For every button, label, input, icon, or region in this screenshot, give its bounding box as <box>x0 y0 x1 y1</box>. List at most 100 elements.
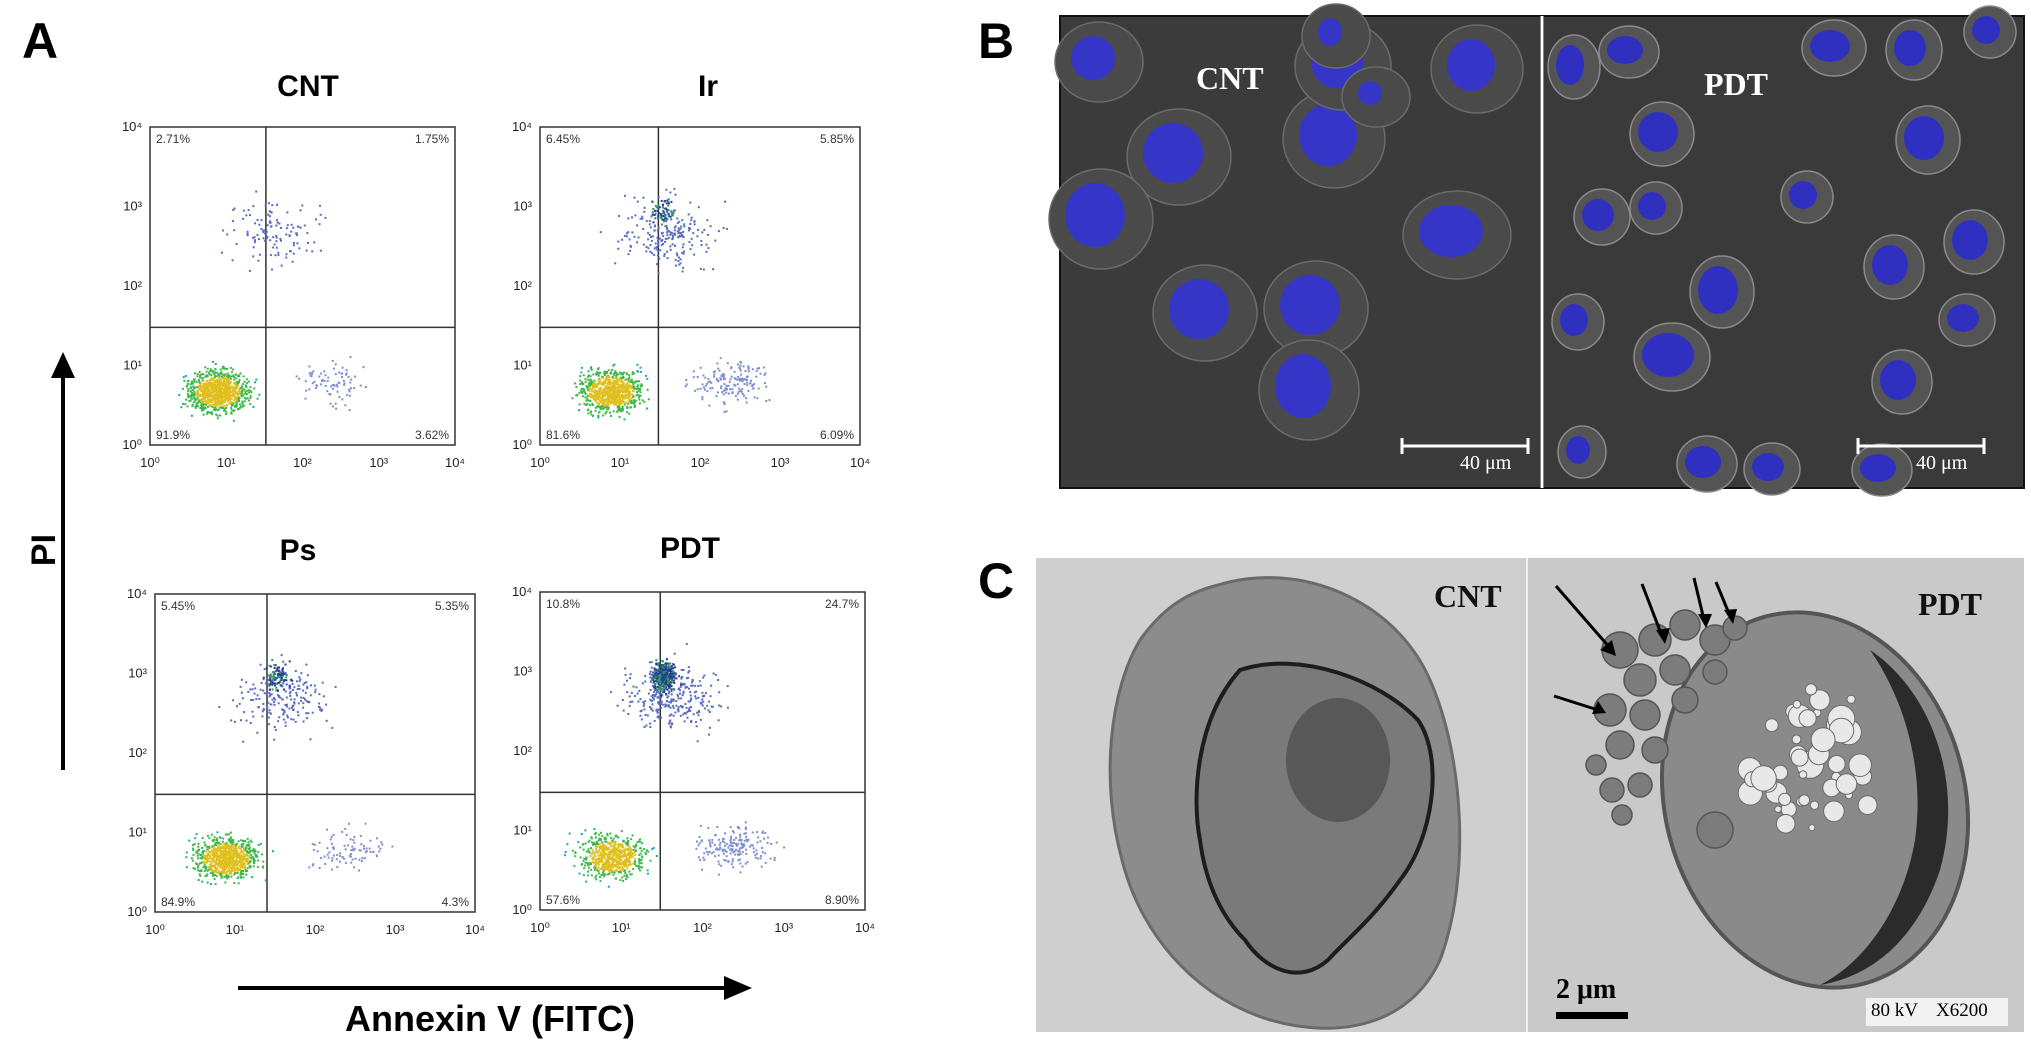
cell-nucleus <box>1638 112 1678 152</box>
em-label-cnt: CNT <box>1434 578 1502 614</box>
plot-title-ps: Ps <box>279 534 317 567</box>
y-tick-label: 10² <box>128 745 147 760</box>
y-tick-label: 10³ <box>128 666 147 681</box>
y-tick-label: 10⁴ <box>512 584 532 599</box>
micrograph-right <box>1542 15 2025 489</box>
y-tick-label: 10³ <box>513 664 532 679</box>
event-dots <box>571 187 771 421</box>
apoptotic-body <box>1671 686 1699 714</box>
cell-nucleus <box>1419 205 1483 257</box>
pdt-crescent-chromatin <box>1820 650 1949 985</box>
cell-nucleus <box>1071 36 1115 80</box>
quadrant-percent-ul: 10.8% <box>546 597 580 611</box>
apoptotic-body <box>1659 654 1691 686</box>
scale-label-left: 40 μm <box>1460 452 1512 474</box>
x-tick-label: 10³ <box>386 922 405 937</box>
x-tick-label: 10² <box>691 455 710 470</box>
y-tick-label: 10⁰ <box>122 437 142 452</box>
quadrant-percent-lr: 4.3% <box>442 895 470 909</box>
quadrant-percent-ur: 5.35% <box>435 599 469 613</box>
quadrant-percent-ul: 6.45% <box>546 132 580 146</box>
apoptotic-body <box>1627 772 1653 798</box>
x-tick-label: 10¹ <box>226 922 245 937</box>
cell-nucleus <box>1752 453 1784 481</box>
x-tick-label: 10⁴ <box>465 922 485 937</box>
cell-nucleus <box>1143 123 1203 183</box>
facs-plot-0: 10⁰ 10⁰ 10¹ 10¹ 10² 10² 10³ 10³ 10⁴ 10⁴ 2.71% 1.75%… <box>122 119 465 470</box>
cell-nucleus <box>1447 39 1495 91</box>
micrograph-label-cnt: CNT <box>1196 60 1264 96</box>
cnt-nucleolus <box>1286 698 1390 822</box>
pdt-cell-body <box>1659 610 1971 990</box>
panel-letter-c: C <box>978 553 1015 609</box>
cell-nucleus <box>1789 181 1817 209</box>
cell-nucleus <box>1698 266 1738 314</box>
vacuole <box>1798 770 1808 779</box>
cell-nucleus <box>1318 18 1342 46</box>
y-tick-label: 10⁰ <box>127 904 147 919</box>
vacuole <box>1804 683 1818 696</box>
x-tick-label: 10⁰ <box>140 455 160 470</box>
apoptotic-body <box>1623 663 1657 697</box>
cell-nucleus <box>1638 192 1666 220</box>
vacuole <box>1827 755 1846 773</box>
cell-nucleus <box>1065 183 1125 247</box>
cell-nucleus <box>1894 30 1926 66</box>
y-tick-label: 10³ <box>513 199 532 214</box>
event-dots <box>185 654 394 886</box>
cell-nucleus <box>1560 304 1588 336</box>
y-tick-label: 10⁰ <box>512 902 532 917</box>
x-tick-label: 10⁰ <box>145 922 165 937</box>
cell-nucleus <box>1169 279 1229 339</box>
cell-nucleus <box>1810 30 1850 62</box>
vacuole <box>1790 748 1809 767</box>
apoptotic-body <box>1696 811 1734 849</box>
x-tick-label: 10² <box>693 920 712 935</box>
quadrant-percent-ur: 5.85% <box>820 132 854 146</box>
y-tick-label: 10¹ <box>513 358 532 373</box>
vacuole <box>1808 824 1816 832</box>
cell-nucleus <box>1685 446 1721 478</box>
quadrant-percent-ur: 1.75% <box>415 132 449 146</box>
quadrant-percent-lr: 6.09% <box>820 428 854 442</box>
y-tick-label: 10¹ <box>123 358 142 373</box>
cell-nucleus <box>1947 304 1979 332</box>
y-tick-label: 10³ <box>123 199 142 214</box>
y-tick-label: 10² <box>513 278 532 293</box>
cell-nucleus <box>1972 16 2000 44</box>
vacuole <box>1798 794 1811 807</box>
pi-axis-arrowhead <box>51 352 75 378</box>
x-tick-label: 10³ <box>774 920 793 935</box>
panel-letter-b: B <box>978 13 1015 69</box>
em-voltage: 80 kV <box>1871 1000 1918 1021</box>
apoptotic-body <box>1722 615 1748 641</box>
vacuole <box>1835 773 1858 795</box>
x-tick-label: 10⁴ <box>850 455 870 470</box>
apoptotic-body-arrowheads <box>1592 609 1737 714</box>
vacuole <box>1810 727 1836 753</box>
plot-title-pdt: PDT <box>660 532 720 565</box>
event-dots <box>178 190 367 422</box>
quadrant-percent-lr: 8.90% <box>825 893 859 907</box>
cell-nucleus <box>1275 354 1331 418</box>
cell-nucleus <box>1872 245 1908 285</box>
y-tick-label: 10⁰ <box>512 437 532 452</box>
cell-nucleus <box>1607 36 1643 64</box>
quadrant-percent-ul: 5.45% <box>161 599 195 613</box>
y-tick-label: 10² <box>513 743 532 758</box>
quadrant-percent-lr: 3.62% <box>415 428 449 442</box>
cell-nucleus <box>1880 360 1916 400</box>
annexin-axis-arrowhead <box>724 976 752 1000</box>
apoptotic-body <box>1629 699 1661 731</box>
cell-nucleus <box>1566 436 1590 464</box>
y-tick-label: 10⁴ <box>512 119 532 134</box>
x-tick-label: 10¹ <box>611 455 630 470</box>
em-scale-bar <box>1556 1012 1628 1019</box>
x-tick-label: 10¹ <box>612 920 631 935</box>
vacuole <box>1823 800 1845 823</box>
x-tick-label: 10⁴ <box>445 455 465 470</box>
apoptotic-body <box>1702 659 1728 685</box>
y-tick-label: 10⁴ <box>127 586 147 601</box>
